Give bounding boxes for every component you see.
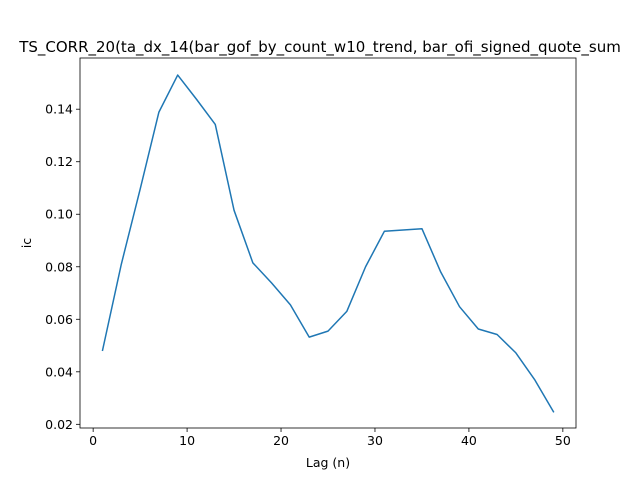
- y-tick-label: 0.02: [45, 417, 73, 432]
- x-axis: 0 10 20 30 40 50: [89, 428, 571, 448]
- x-tick-label: 20: [273, 433, 289, 448]
- y-axis-label: ic: [19, 238, 34, 248]
- plot-frame: [79, 57, 577, 429]
- y-axis: 0.02 0.04 0.06 0.08 0.10 0.12 0.14: [45, 102, 80, 432]
- x-axis-label: Lag (n): [306, 455, 350, 470]
- y-tick-label: 0.06: [45, 312, 73, 327]
- x-tick-label: 10: [179, 433, 195, 448]
- y-tick-label: 0.10: [45, 207, 73, 222]
- y-tick-label: 0.08: [45, 259, 73, 274]
- chart-title: TS_CORR_20(ta_dx_14(bar_gof_by_count_w10…: [18, 38, 621, 57]
- y-tick-label: 0.04: [45, 364, 73, 379]
- plot-area: [79, 57, 577, 429]
- x-tick-label: 40: [461, 433, 477, 448]
- y-tick-label: 0.14: [45, 102, 73, 117]
- x-tick-label: 0: [89, 433, 97, 448]
- x-tick-label: 50: [555, 433, 571, 448]
- x-tick-label: 30: [367, 433, 383, 448]
- y-tick-label: 0.12: [45, 154, 73, 169]
- series-line-0: [101, 74, 555, 413]
